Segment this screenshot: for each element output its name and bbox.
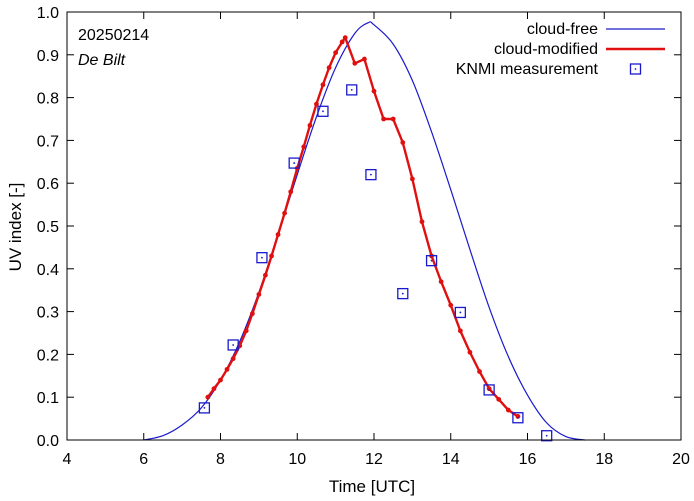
cloud-modified-point — [339, 39, 345, 45]
cloud-modified-point — [314, 101, 319, 107]
measurement-point-center — [293, 162, 296, 164]
measurement-point — [365, 168, 377, 181]
cloud-modified-point — [262, 272, 268, 278]
measurement-point — [454, 306, 466, 319]
measurement-point — [541, 430, 553, 442]
measurement-point — [227, 339, 239, 351]
x-tick-label: 12 — [365, 451, 383, 468]
measurement-point — [346, 84, 358, 96]
cloud-modified-point — [301, 144, 307, 150]
x-tick-label: 14 — [442, 451, 460, 468]
measurement-point-center — [488, 389, 491, 391]
legend-swatch-measurement — [629, 63, 642, 75]
cloud-modified-point — [496, 396, 502, 402]
cloud-modified-point — [218, 377, 223, 383]
measurement-point-center — [459, 311, 462, 314]
y-tick-label: 0.1 — [37, 390, 59, 407]
cloud-modified-point — [333, 50, 339, 56]
cloud-modified-point — [275, 232, 281, 237]
cloud-modified-point — [381, 116, 386, 122]
legend-label: KNMI measurement — [456, 61, 599, 78]
cloud-modified-point — [269, 253, 274, 259]
x-tick-label: 10 — [288, 451, 306, 468]
measurement-point — [512, 412, 524, 424]
legend-swatch-measurement-center — [634, 68, 637, 70]
cloud-modified-point — [205, 394, 211, 400]
x-axis-title: Time [UTC] — [329, 477, 415, 496]
y-tick-label: 0.2 — [37, 347, 59, 364]
y-axis-title: UV index [-] — [6, 183, 25, 272]
plot-frame — [66, 11, 682, 441]
measurement-point — [397, 287, 409, 300]
cloud-modified-point — [243, 328, 249, 334]
cloud-modified-point — [515, 414, 521, 419]
measurement-point-center — [370, 173, 372, 176]
cloud-modified-point — [448, 302, 454, 308]
cloud-modified-point — [307, 123, 313, 128]
y-tick-label: 0.6 — [37, 176, 59, 193]
y-tick-label: 0.8 — [37, 91, 59, 108]
cloud-modified-point — [409, 176, 415, 182]
measurement-point-center — [203, 407, 206, 409]
x-tick-label: 20 — [672, 451, 690, 468]
measurement-point — [198, 402, 211, 414]
location-annotation: De Bilt — [78, 52, 126, 69]
legend-label: cloud-modified — [494, 41, 598, 58]
cloud-modified-point — [505, 407, 511, 413]
measurement-point — [483, 384, 495, 396]
measurement-point — [317, 105, 329, 117]
y-tick-label: 0.0 — [37, 433, 59, 450]
x-tick-label: 6 — [139, 451, 148, 468]
x-tick-label: 18 — [595, 451, 613, 468]
y-tick-label: 0.4 — [37, 262, 59, 279]
cloud-modified-point — [288, 189, 294, 195]
cloud-modified-point — [400, 140, 406, 145]
cloud-modified-point — [230, 356, 236, 362]
measurement-point-center — [232, 344, 235, 346]
measurement-point-center — [545, 434, 548, 437]
measurement-point-center — [261, 256, 263, 259]
legend-label: cloud-free — [527, 21, 598, 38]
y-tick-label: 0.9 — [37, 48, 59, 65]
cloud-modified-point — [390, 116, 396, 122]
cloud-modified-point — [342, 35, 348, 41]
cloud-modified-point — [249, 311, 255, 317]
measurement-point-center — [350, 88, 353, 91]
date-annotation: 20250214 — [78, 27, 149, 44]
legend: cloud-free cloud-modified KNMI measurement — [456, 21, 665, 78]
cloud-modified-point — [224, 366, 230, 372]
measurement-point-center — [401, 292, 404, 295]
x-tick-label: 4 — [63, 451, 72, 468]
cloud-modified-point — [457, 328, 463, 334]
cloud-modified-point — [419, 219, 425, 225]
cloud-modified-point — [467, 349, 473, 355]
cloud-modified-point — [320, 82, 326, 88]
cloud-modified-point — [256, 292, 262, 297]
measurement-point — [425, 255, 438, 267]
measurement-point-center — [430, 259, 433, 262]
cloud-modified-point — [352, 60, 358, 66]
cloud-modified-point — [477, 369, 482, 374]
x-tick-label: 16 — [519, 451, 537, 468]
measurement-point — [256, 252, 268, 264]
cloud-modified-point — [486, 386, 492, 392]
cloud-modified-point — [211, 386, 217, 392]
cloud-modified-point — [326, 65, 332, 71]
measurement-point-center — [322, 110, 324, 113]
y-tick-label: 1.0 — [37, 5, 59, 22]
y-tick-label: 0.7 — [37, 133, 59, 150]
measurement-point — [288, 157, 300, 169]
cloud-modified-point — [371, 88, 377, 94]
y-tick-label: 0.5 — [37, 219, 59, 236]
measurement-point-center — [517, 416, 519, 419]
cloud-modified-point — [362, 56, 367, 62]
cloud-modified-point — [282, 210, 287, 216]
x-tick-label: 8 — [216, 451, 225, 468]
y-tick-label: 0.3 — [37, 305, 59, 322]
plot-marks — [143, 21, 586, 442]
cloud-modified-point — [438, 279, 444, 285]
